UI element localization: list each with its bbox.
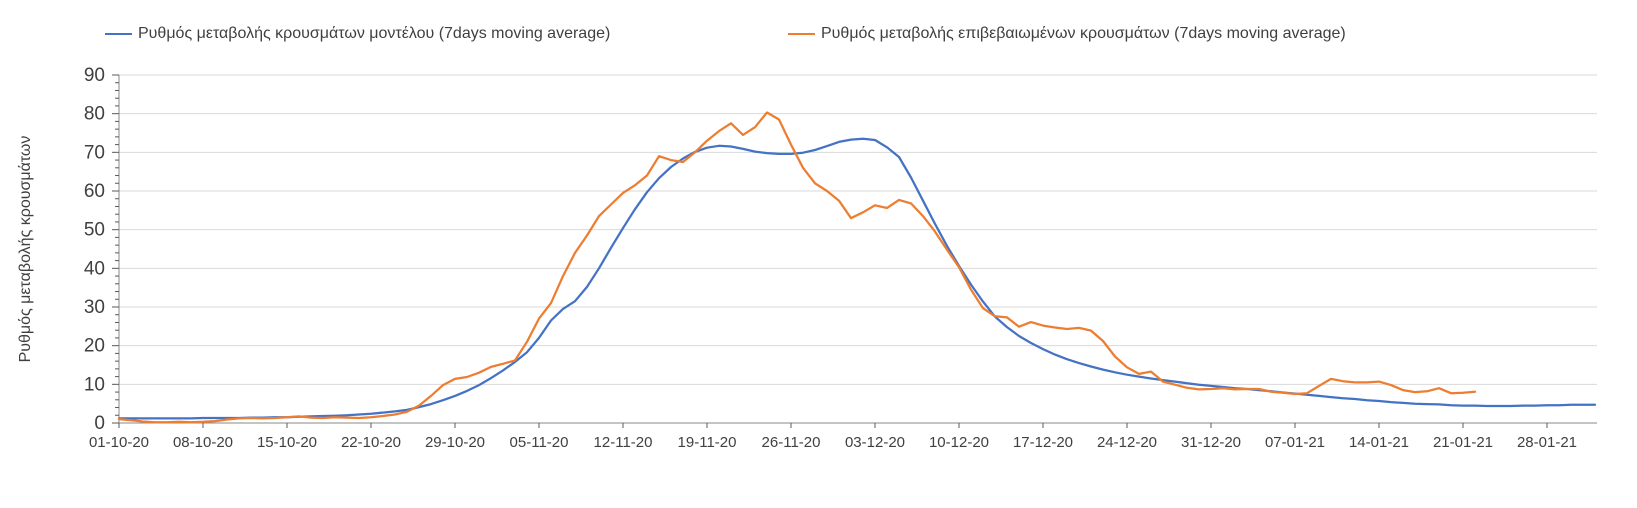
y-tick-label: 40 bbox=[84, 258, 105, 279]
x-tick-label: 12-11-20 bbox=[594, 434, 653, 451]
confirmed-series-line bbox=[117, 111, 1477, 424]
x-tick-label: 05-11-20 bbox=[510, 434, 569, 451]
y-tick-label: 80 bbox=[84, 104, 105, 125]
model-series-line-marker bbox=[105, 33, 132, 35]
x-tick-label: 24-12-20 bbox=[1097, 434, 1157, 451]
x-tick-label: 10-12-20 bbox=[929, 434, 989, 451]
legend-label-model: Ρυθμός μεταβολής κρουσμάτων μοντέλου (7d… bbox=[138, 25, 611, 42]
y-tick-label: 50 bbox=[84, 220, 105, 241]
x-tick-label: 22-10-20 bbox=[341, 434, 401, 451]
x-tick-label: 14-01-21 bbox=[1349, 434, 1409, 451]
x-tick-label: 08-10-20 bbox=[173, 434, 233, 451]
x-tick-label: 01-10-20 bbox=[89, 434, 149, 451]
y-tick-label: 10 bbox=[84, 374, 105, 395]
x-tick-label: 03-12-20 bbox=[845, 434, 905, 451]
y-tick-label: 30 bbox=[84, 297, 105, 318]
x-tick-label: 28-01-21 bbox=[1517, 434, 1577, 451]
x-tick-label: 19-11-20 bbox=[678, 434, 737, 451]
legend-item-confirmed: Ρυθμός μεταβολής επιβεβαιωμένων κρουσμάτ… bbox=[788, 24, 1346, 44]
chart-legend: Ρυθμός μεταβολής κρουσμάτων μοντέλου (7d… bbox=[0, 24, 1637, 44]
legend-item-model: Ρυθμός μεταβολής κρουσμάτων μοντέλου (7d… bbox=[105, 24, 610, 44]
model-series-line bbox=[117, 137, 1597, 420]
y-tick-label: 0 bbox=[94, 413, 105, 434]
legend-label-confirmed: Ρυθμός μεταβολής επιβεβαιωμένων κρουσμάτ… bbox=[821, 25, 1346, 42]
x-tick-label: 21-01-21 bbox=[1433, 434, 1493, 451]
y-tick-label: 90 bbox=[84, 65, 105, 86]
x-tick-label: 26-11-20 bbox=[762, 434, 821, 451]
y-tick-label: 20 bbox=[84, 336, 105, 357]
x-tick-label: 31-12-20 bbox=[1181, 434, 1241, 451]
y-tick-label: 60 bbox=[84, 181, 105, 202]
confirmed-series-line-marker bbox=[788, 33, 815, 35]
y-tick-label: 70 bbox=[84, 142, 105, 163]
x-tick-label: 07-01-21 bbox=[1265, 434, 1325, 451]
x-tick-label: 15-10-20 bbox=[257, 434, 317, 451]
x-tick-label: 17-12-20 bbox=[1013, 434, 1073, 451]
y-axis-title: Ρυθμός μεταβολής κρουσμάτων bbox=[17, 135, 34, 363]
x-tick-label: 29-10-20 bbox=[425, 434, 485, 451]
